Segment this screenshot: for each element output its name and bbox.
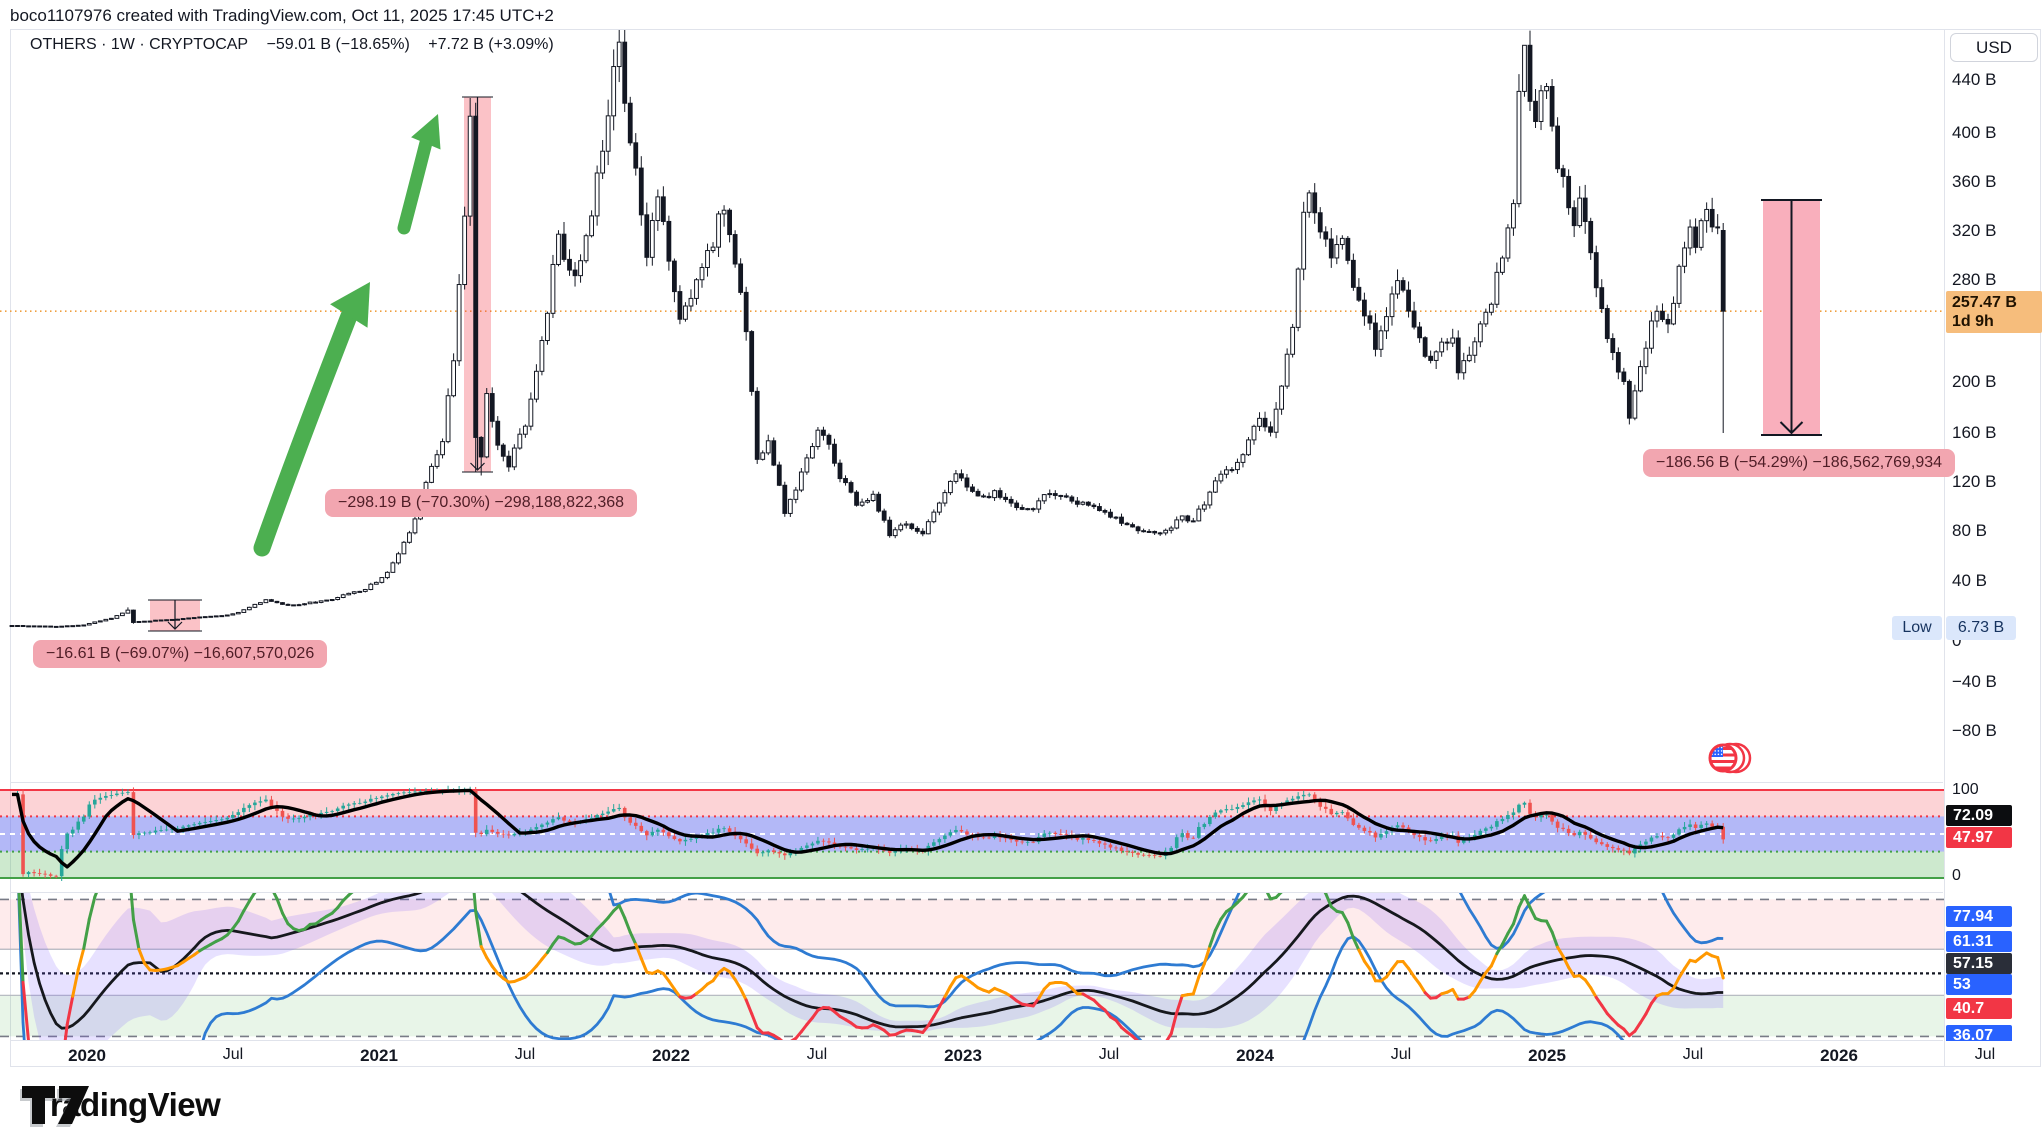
time-axis-label: Jul: [1974, 1046, 1996, 1063]
time-axis-label: 2020: [68, 1046, 106, 1065]
time-axis-label: Jul: [1390, 1046, 1412, 1063]
price-scale-label: 160 B: [1952, 423, 1997, 442]
mean-line: [20, 893, 1724, 1030]
pane-divider-1[interactable]: [11, 782, 1943, 783]
time-axis-label: 2021: [360, 1046, 398, 1065]
measurement-label-2021[interactable]: −298.19 B (−70.30%) −298,188,822,368: [325, 489, 638, 517]
indicator-value-badge: 53: [1946, 974, 2012, 995]
green-up-arrow[interactable]: [397, 114, 441, 235]
measurement-label-2025[interactable]: −186.56 B (−54.29%) −186,562,769,934: [1643, 449, 1956, 477]
price-scale-label: 400 B: [1952, 123, 1997, 142]
time-axis-label: Jul: [1098, 1046, 1120, 1063]
price-scale-label: −40 B: [1952, 672, 1997, 691]
colored-signal-line: [17, 893, 1725, 1040]
price-scale-label: 360 B: [1952, 172, 1997, 191]
price-scale-label: 0: [1952, 631, 1962, 650]
indicator-value-badge: 77.94: [1946, 906, 2012, 927]
time-axis-label: Jul: [222, 1046, 244, 1063]
price-scale-label: 120 B: [1952, 472, 1997, 491]
current-price-badge: 257.47 B 1d 9h: [1946, 291, 2042, 333]
bar-countdown: 1d 9h: [1952, 313, 1994, 330]
indicator-value-badge: 61.31: [1946, 931, 2012, 952]
time-axis-label: Jul: [514, 1046, 536, 1063]
chart-frame: [10, 29, 2041, 1067]
currency-button[interactable]: USD: [1950, 33, 2038, 62]
time-axis-label: Jul: [1682, 1046, 1704, 1063]
low-marker-value: 6.73 B: [1946, 616, 2016, 640]
indicator-value-badge: 72.09: [1946, 805, 2012, 826]
time-axis-label: 2026: [1820, 1046, 1858, 1065]
green-up-arrow[interactable]: [253, 282, 370, 557]
time-axis-label: 2024: [1236, 1046, 1274, 1065]
mean-ribbon: [19, 893, 1724, 1040]
time-axis-label: Jul: [806, 1046, 828, 1063]
price-scale-label: 200 B: [1952, 372, 1997, 391]
bands-scale-badges: 77.94 61.31 57.15 53 40.7 36.07: [1946, 893, 2042, 1041]
indicator-value-badge: 57.15: [1946, 953, 2012, 974]
attribution-text: boco1107976 created with TradingView.com…: [10, 6, 554, 25]
time-axis-border: [11, 1040, 1943, 1041]
indicator-value-badge: 40.7: [1946, 998, 2012, 1019]
indicator-value-badge: 47.97: [1946, 827, 2012, 848]
price-scale-label: −80 B: [1952, 721, 1997, 740]
legend-change-bar: +7.72 B (+3.09%): [428, 36, 554, 53]
indicator-pane-rsi[interactable]: [0, 783, 1944, 892]
price-scale-label: 320 B: [1952, 221, 1997, 240]
currency-button-label: USD: [1976, 37, 2012, 57]
price-scale-border: [1944, 30, 1945, 1067]
price-range-drawing[interactable]: [1761, 199, 1822, 436]
pane-divider-2[interactable]: [11, 892, 1943, 893]
price-scale-label: 40 B: [1952, 571, 1987, 590]
time-axis-label: 2022: [652, 1046, 690, 1065]
indicator-scale-label: 100: [1952, 781, 1979, 798]
indicator-value-badge: 36.07: [1946, 1025, 2012, 1041]
time-axis-label: 2023: [944, 1046, 982, 1065]
main-price-pane[interactable]: [0, 30, 1944, 782]
indicator-scale-label: 0: [1952, 867, 1961, 884]
price-scale-label: 80 B: [1952, 521, 1987, 540]
price-scale-label: 280 B: [1952, 270, 1997, 289]
lower-band-line: [17, 893, 1625, 1040]
legend-symbol[interactable]: OTHERS · 1W · CRYPTOCAP: [30, 36, 249, 53]
candlestick-series: [9, 30, 1726, 628]
price-range-drawing[interactable]: [148, 599, 202, 632]
tradingview-logo[interactable]: TradingView: [20, 1086, 221, 1127]
current-price-value: 257.47 B: [1952, 294, 2017, 311]
tradingview-logo-mark: [20, 1086, 89, 1127]
rsi-smoothing-line: [12, 788, 1724, 869]
us-flag-event-icon[interactable]: [1708, 742, 1752, 774]
low-marker-label: Low: [1892, 616, 1942, 640]
indicator-pane-bands[interactable]: [0, 893, 1944, 1040]
measurement-label-2020[interactable]: −16.61 B (−69.07%) −16,607,570,026: [33, 640, 328, 668]
symbol-legend[interactable]: OTHERS · 1W · CRYPTOCAP −59.01 B (−18.65…: [30, 36, 568, 54]
legend-change-abs: −59.01 B (−18.65%): [266, 36, 410, 53]
time-axis-label: 2025: [1528, 1046, 1566, 1065]
price-scale-label: 440 B: [1952, 70, 1997, 89]
upper-band-line: [608, 893, 1724, 1009]
